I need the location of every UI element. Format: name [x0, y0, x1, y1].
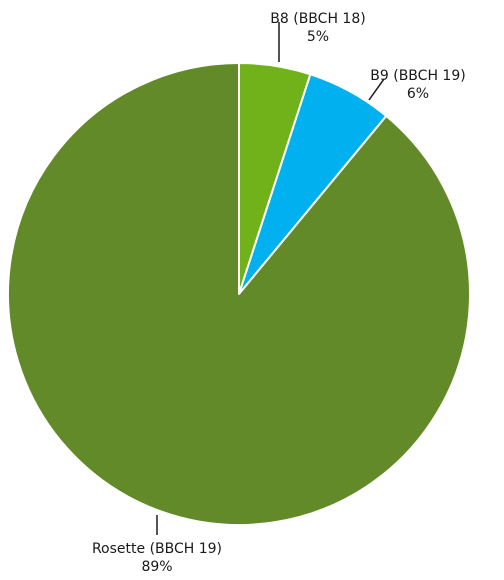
slice-label-2: B9 (BBCH 19): [370, 68, 465, 84]
slice-label-3: Rosette (BBCH 19): [92, 541, 222, 557]
slice-value-label-3: 89%: [141, 559, 172, 575]
slice-value-label-2: 6%: [407, 86, 429, 102]
pie-slices: [7, 62, 471, 526]
slice-label-1: B8 (BBCH 18): [270, 11, 365, 27]
pie-labels: B8 (BBCH 18) 5% B9 (BBCH 19) 6% Rosette (BBC…: [92, 11, 466, 575]
slice-value-label-1: 5%: [307, 29, 329, 45]
pie-slice-3: [7, 62, 471, 526]
leader-line-2: [368, 78, 385, 101]
